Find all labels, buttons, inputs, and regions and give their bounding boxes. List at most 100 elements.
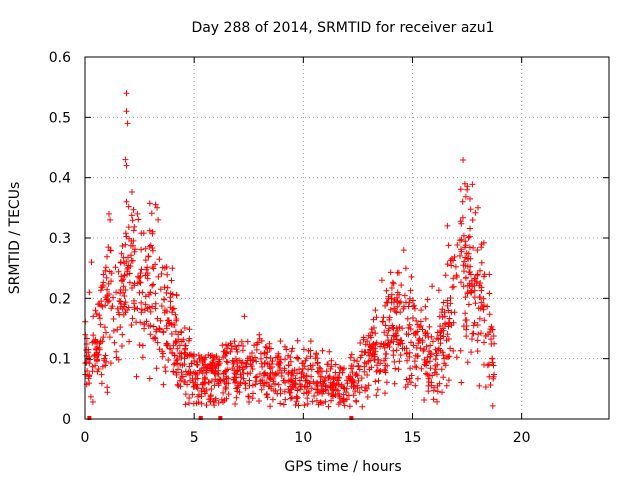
data-point bbox=[367, 357, 374, 364]
data-point bbox=[130, 206, 137, 213]
data-point bbox=[301, 402, 308, 409]
data-point bbox=[267, 403, 274, 410]
data-point bbox=[445, 377, 452, 384]
data-point bbox=[369, 329, 376, 336]
data-point bbox=[477, 267, 483, 274]
data-point bbox=[123, 162, 130, 169]
data-point bbox=[269, 358, 276, 365]
data-point bbox=[396, 339, 403, 346]
data-point bbox=[346, 403, 353, 410]
data-point bbox=[192, 376, 199, 383]
data-point bbox=[202, 361, 209, 368]
data-point bbox=[364, 338, 371, 345]
data-point bbox=[320, 388, 327, 395]
data-point bbox=[422, 329, 429, 336]
data-point bbox=[383, 287, 390, 294]
data-point bbox=[137, 270, 144, 277]
data-point bbox=[424, 296, 431, 303]
data-point bbox=[170, 342, 177, 349]
data-point bbox=[471, 319, 478, 326]
data-point bbox=[294, 337, 301, 344]
data-point bbox=[460, 283, 467, 290]
data-point bbox=[99, 282, 106, 289]
data-point bbox=[291, 379, 298, 386]
data-point bbox=[94, 368, 101, 375]
data-point bbox=[417, 318, 424, 325]
data-point bbox=[232, 401, 239, 407]
data-point bbox=[299, 360, 305, 367]
data-point bbox=[491, 371, 497, 378]
data-point bbox=[466, 282, 473, 289]
data-point bbox=[408, 339, 414, 346]
data-point bbox=[128, 252, 134, 259]
data-point bbox=[122, 156, 129, 163]
data-point bbox=[155, 216, 162, 223]
data-point bbox=[450, 283, 457, 290]
x-tick-label: 15 bbox=[404, 430, 422, 446]
data-point bbox=[156, 256, 163, 263]
x-tick-label: 20 bbox=[513, 430, 531, 446]
data-point bbox=[478, 241, 485, 248]
data-point bbox=[246, 382, 253, 389]
data-point bbox=[469, 330, 476, 337]
data-point bbox=[336, 369, 343, 376]
data-point bbox=[442, 272, 449, 279]
data-point bbox=[280, 401, 287, 408]
data-point bbox=[398, 282, 405, 289]
data-point bbox=[444, 331, 451, 338]
data-point bbox=[480, 295, 487, 302]
data-point bbox=[463, 323, 470, 329]
data-point bbox=[119, 243, 126, 249]
data-point bbox=[311, 393, 318, 399]
data-point bbox=[459, 214, 466, 221]
data-point bbox=[471, 294, 478, 301]
data-point bbox=[244, 370, 251, 377]
data-point bbox=[305, 347, 312, 354]
data-point bbox=[287, 358, 294, 365]
data-point bbox=[211, 402, 218, 409]
data-point bbox=[129, 217, 136, 224]
data-point bbox=[433, 352, 440, 359]
data-point bbox=[282, 343, 288, 350]
data-point bbox=[104, 253, 110, 260]
data-point bbox=[107, 247, 114, 254]
data-point bbox=[287, 389, 294, 396]
data-point bbox=[481, 339, 487, 346]
data-point bbox=[298, 374, 305, 381]
data-point bbox=[285, 386, 292, 393]
data-point bbox=[475, 331, 482, 338]
x-tick-label: 0 bbox=[81, 430, 90, 446]
data-point bbox=[356, 389, 363, 396]
data-point bbox=[365, 382, 372, 389]
data-point bbox=[299, 369, 305, 376]
data-point bbox=[178, 354, 185, 361]
data-point bbox=[427, 342, 434, 349]
axis-ticks: 0 0.1 0.2 0.3 0.4 0.5 0.6 0 5 10 15 20 bbox=[49, 50, 609, 446]
data-point bbox=[329, 386, 336, 393]
data-point bbox=[166, 320, 173, 327]
data-point bbox=[98, 380, 105, 387]
data-point bbox=[120, 283, 127, 290]
data-point bbox=[365, 332, 372, 339]
data-point bbox=[195, 399, 202, 406]
data-point bbox=[218, 396, 225, 403]
data-point bbox=[268, 361, 275, 367]
data-point bbox=[348, 362, 355, 369]
data-point bbox=[147, 289, 154, 296]
data-point bbox=[341, 402, 348, 409]
data-point bbox=[208, 392, 214, 399]
data-point bbox=[426, 348, 433, 355]
data-point bbox=[393, 336, 400, 343]
data-point bbox=[129, 189, 135, 195]
data-point bbox=[460, 262, 467, 269]
data-point bbox=[246, 399, 252, 405]
data-point bbox=[486, 311, 493, 318]
data-point bbox=[256, 398, 262, 404]
data-point bbox=[169, 306, 176, 313]
data-point bbox=[119, 331, 126, 338]
data-point bbox=[402, 265, 409, 272]
data-point bbox=[187, 377, 193, 384]
data-point bbox=[127, 263, 134, 270]
data-point bbox=[146, 375, 153, 382]
data-point bbox=[104, 286, 111, 293]
